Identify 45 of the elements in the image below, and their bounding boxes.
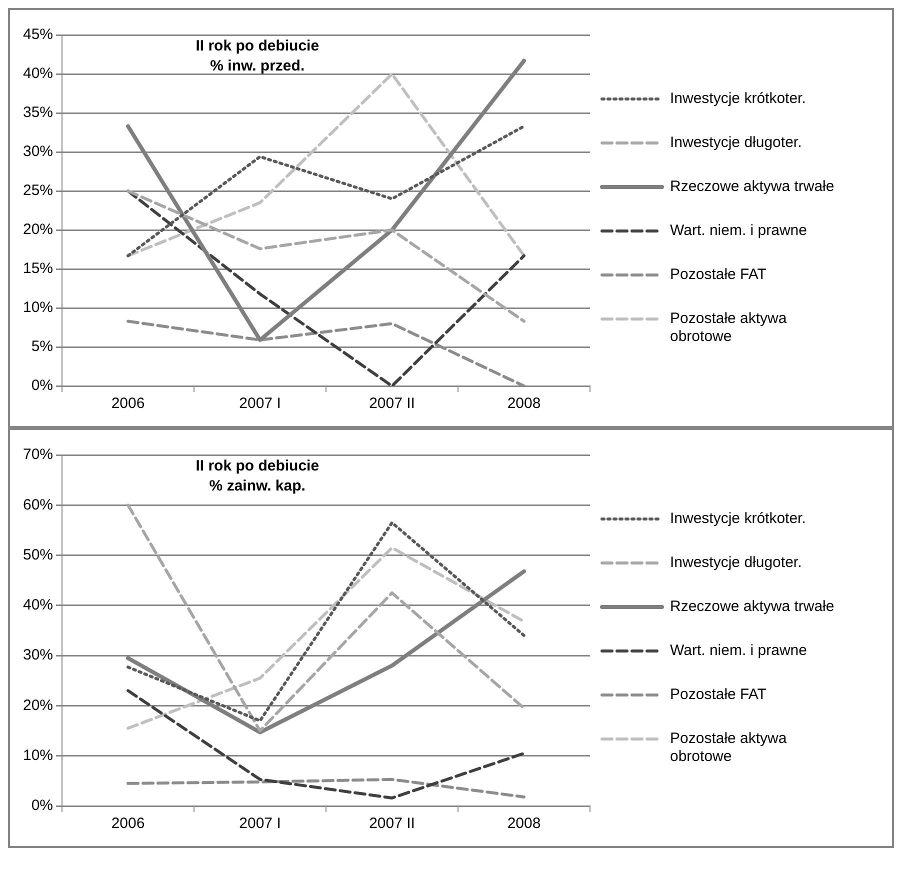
line-series [126, 778, 526, 798]
x-tick-label: 2007 I [239, 815, 281, 832]
y-tick-label: 70% [22, 446, 54, 464]
y-tick-label: 40% [22, 65, 54, 82]
y-tick-label: 0% [31, 377, 54, 394]
legend-label: Rzeczowe aktywa trwałe [670, 178, 836, 196]
legend-label: Pozostałe FAT [670, 686, 768, 704]
line-series [126, 689, 526, 800]
x-tick-label: 2007 II [369, 815, 415, 832]
legend-label: Pozostałe FAT [670, 266, 768, 284]
y-tick-label: 35% [22, 104, 54, 122]
y-tick-label: 5% [31, 338, 54, 356]
y-tick-label: 45% [22, 26, 54, 44]
legend-label: Wart. niem. i prawne [670, 642, 808, 660]
y-tick-label: 40% [22, 596, 54, 614]
y-tick-label: 10% [22, 747, 54, 764]
line-series [126, 190, 526, 323]
y-tick-label: 20% [22, 696, 54, 714]
y-tick-label: 50% [22, 546, 54, 564]
y-tick-label: 10% [22, 299, 54, 316]
x-tick-label: 2008 [507, 815, 541, 832]
line-series [126, 124, 526, 258]
x-tick-label: 2006 [111, 815, 145, 832]
legend-label: Inwestycje długoter. [670, 554, 803, 572]
y-tick-label: 30% [22, 646, 54, 664]
legend-label: Inwestycje krótkoter. [670, 510, 807, 528]
legend-label: Inwestycje krótkoter. [670, 90, 807, 108]
legend-label: Pozostałe aktywa obrotowe [670, 310, 788, 346]
legend-label: Inwestycje długoter. [670, 134, 803, 152]
x-tick-label: 2007 I [239, 395, 281, 412]
y-tick-label: 0% [31, 797, 54, 814]
legend-label: Pozostałe aktywa obrotowe [670, 730, 788, 766]
text: II rok po debiucie % inw. przed. [196, 38, 320, 75]
x-tick-label: 2007 II [369, 395, 415, 412]
y-tick-label: 30% [22, 143, 54, 160]
text: II rok po debiucie % zainw. kap. [196, 458, 320, 495]
y-tick-label: 25% [22, 182, 54, 200]
y-tick-label: 60% [22, 496, 54, 514]
legend-label: Wart. niem. i prawne [670, 222, 808, 240]
y-tick-label: 15% [22, 260, 54, 278]
x-tick-label: 2006 [111, 395, 145, 412]
y-tick-label: 20% [22, 221, 54, 238]
x-tick-label: 2008 [507, 395, 541, 412]
legend-label: Rzeczowe aktywa trwałe [670, 598, 836, 616]
line-series [126, 190, 526, 386]
